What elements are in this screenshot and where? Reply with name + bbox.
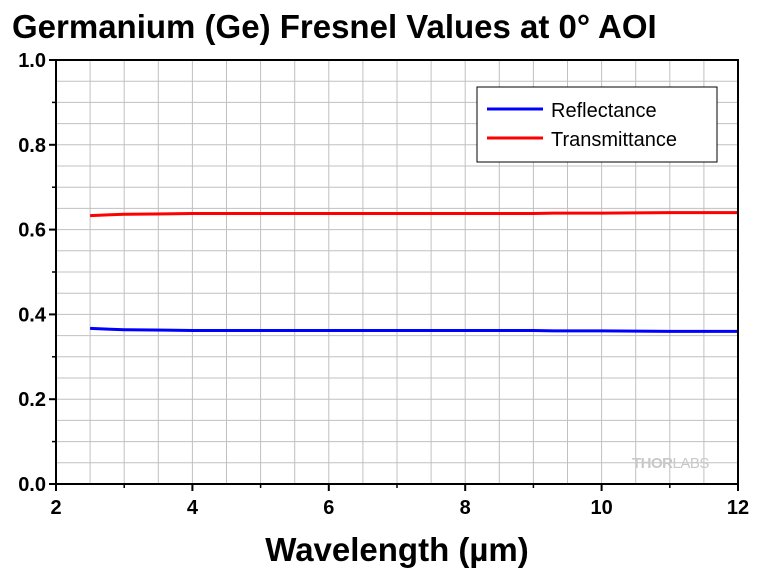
- x-tick-label: 6: [323, 497, 334, 519]
- x-tick-label: 8: [460, 497, 471, 519]
- x-tick-label: 2: [50, 497, 61, 519]
- thorlabs-watermark: THORLABS: [632, 455, 709, 472]
- y-tick-label: 0.4: [18, 304, 47, 326]
- y-tick-label: 0.2: [18, 389, 46, 411]
- series-line-reflectance: [90, 326, 738, 333]
- legend-label-reflectance: Reflectance: [551, 100, 657, 122]
- x-tick-label: 10: [590, 497, 612, 519]
- y-tick-label: 1.0: [18, 50, 46, 72]
- series-line-transmittance: [90, 211, 738, 218]
- x-tick-labels: 2 4 6 8 10 12: [50, 497, 749, 519]
- watermark-part-thor: THOR: [632, 455, 673, 472]
- watermark-part-labs: LABS: [673, 455, 710, 472]
- y-tick-label: 0.0: [18, 474, 46, 496]
- x-tick-label: 4: [187, 497, 199, 519]
- legend: Reflectance Transmittance: [476, 86, 718, 163]
- series-lines: [90, 211, 738, 333]
- y-tick-labels: 0.0 0.2 0.4 0.6 0.8 1.0: [18, 50, 47, 496]
- grid: [56, 60, 738, 484]
- x-axis-label: Wavelength (µm): [265, 531, 528, 568]
- y-tick-label: 0.6: [18, 220, 46, 242]
- x-tick-label: 12: [727, 497, 749, 519]
- y-tick-label: 0.8: [18, 135, 46, 157]
- legend-label-transmittance: Transmittance: [551, 129, 677, 151]
- plot-frame: [55, 59, 739, 485]
- legend-box: [476, 86, 718, 163]
- chart-title: Germanium (Ge) Fresnel Values at 0° AOI: [12, 8, 657, 45]
